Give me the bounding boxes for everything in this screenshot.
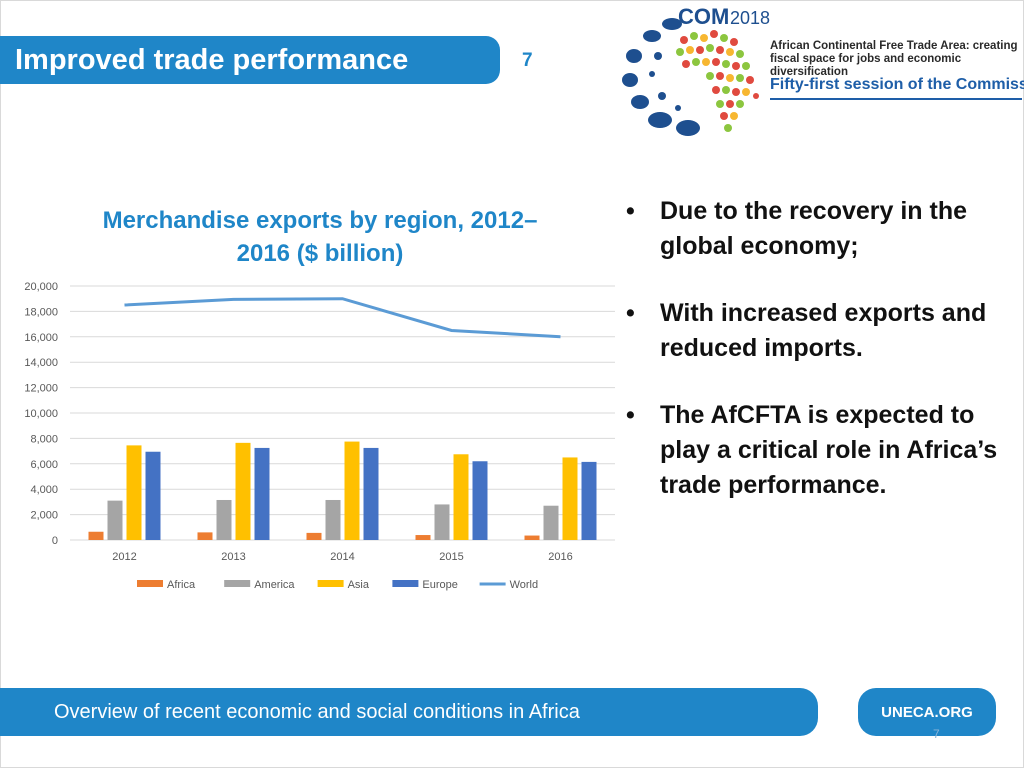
bullet-text: With increased exports and reduced impor… xyxy=(660,299,987,362)
bar-europe xyxy=(363,447,379,540)
logo-theme-text: African Continental Free Trade Area: cre… xyxy=(770,40,1018,78)
logo-com-text: COM xyxy=(678,4,730,29)
legend-label: America xyxy=(254,579,295,591)
bullet-dot: • xyxy=(626,401,635,429)
bar-europe xyxy=(472,461,488,540)
bar-africa xyxy=(88,531,104,540)
legend-label: Asia xyxy=(348,579,370,591)
x-tick-label: 2016 xyxy=(548,551,572,563)
com-2018-logo: COM 2018 African Continental Free Trade … xyxy=(612,4,1024,144)
legend-swatch-europe xyxy=(392,580,419,587)
bar-america xyxy=(325,499,341,540)
africa-dots-logo-icon xyxy=(622,18,759,136)
x-tick-label: 2014 xyxy=(330,551,354,563)
y-tick-label: 20,000 xyxy=(24,281,58,293)
slide-title: Improved trade performance xyxy=(15,43,409,76)
bar-europe xyxy=(581,461,597,540)
bar-america xyxy=(434,504,450,540)
logo-session-text: Fifty-first session of the Commission xyxy=(770,76,1024,93)
bullet-item: • With increased exports and reduced imp… xyxy=(620,296,1000,366)
bullet-dot: • xyxy=(626,197,635,225)
y-tick-label: 12,000 xyxy=(24,383,58,395)
y-tick-label: 0 xyxy=(52,535,58,547)
bar-africa xyxy=(306,532,322,540)
logo-divider xyxy=(770,98,1022,100)
bar-america xyxy=(543,505,559,540)
bar-america xyxy=(107,500,123,540)
y-tick-label: 10,000 xyxy=(24,408,58,420)
line-world xyxy=(124,297,561,339)
y-tick-label: 4,000 xyxy=(30,484,58,496)
bar-asia xyxy=(453,454,469,540)
bar-africa xyxy=(415,535,431,540)
footer-banner: Overview of recent economic and social c… xyxy=(0,688,818,736)
bullet-text: Due to the recovery in the global econom… xyxy=(660,197,968,260)
bullet-item: • Due to the recovery in the global econ… xyxy=(620,194,1000,264)
legend-swatch-america xyxy=(224,580,251,587)
slide-number: 7 xyxy=(522,50,533,71)
x-tick-label: 2013 xyxy=(221,551,245,563)
bullet-dot: • xyxy=(626,299,635,327)
bar-asia xyxy=(562,457,578,540)
bar-europe xyxy=(254,447,270,540)
footer-slide-number: 7 xyxy=(933,727,940,741)
y-tick-label: 2,000 xyxy=(30,510,58,522)
y-tick-label: 14,000 xyxy=(24,357,58,369)
footer-text: Overview of recent economic and social c… xyxy=(54,700,580,723)
x-tick-label: 2015 xyxy=(439,551,463,563)
y-tick-label: 18,000 xyxy=(24,306,58,318)
legend-swatch-asia xyxy=(317,580,344,587)
legend-swatch-africa xyxy=(137,580,163,587)
bar-europe xyxy=(145,451,161,540)
y-tick-label: 6,000 xyxy=(30,459,58,471)
bullet-text: The AfCFTA is expected to play a critica… xyxy=(660,401,998,499)
bar-africa xyxy=(197,532,213,540)
y-tick-label: 8,000 xyxy=(30,433,58,445)
merchandise-exports-chart: 0 2,000 4,000 6,000 8,000 10,000 12,000 14,000 1… xyxy=(24,281,615,591)
title-banner: Improved trade performance xyxy=(0,36,500,84)
legend-label: Africa xyxy=(167,579,196,591)
y-tick-label: 16,000 xyxy=(24,332,58,344)
bullet-list: • Due to the recovery in the global econ… xyxy=(620,194,1000,535)
legend-label: World xyxy=(510,579,539,591)
chart-title: Merchandise exports by region, 2012–2016… xyxy=(102,207,538,267)
legend-label: Europe xyxy=(422,579,457,591)
bar-asia xyxy=(126,445,142,540)
bullet-item: • The AfCFTA is expected to play a criti… xyxy=(620,398,1000,503)
bar-africa xyxy=(524,535,540,540)
logo-year: 2018 xyxy=(730,8,771,28)
bar-asia xyxy=(344,441,360,540)
bar-asia xyxy=(235,442,251,540)
bar-america xyxy=(216,499,232,540)
x-tick-label: 2012 xyxy=(112,551,136,563)
uneca-link-badge[interactable]: UNECA.ORG xyxy=(858,688,996,736)
